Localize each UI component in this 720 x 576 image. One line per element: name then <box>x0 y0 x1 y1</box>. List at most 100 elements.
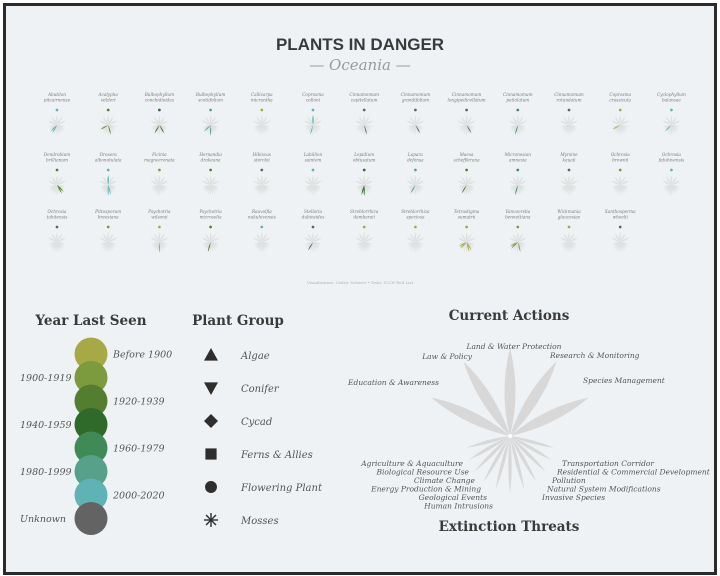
threat-leaf <box>615 242 621 251</box>
action-leaf <box>150 237 160 242</box>
circle-icon <box>670 108 673 112</box>
threat-leaf <box>105 185 109 196</box>
action-leaf <box>671 180 681 185</box>
group-label: Mosses <box>240 516 279 527</box>
action-leaf <box>261 115 263 125</box>
threat-leaf <box>49 242 57 247</box>
threat-leaf <box>313 185 321 190</box>
action-leaf <box>48 120 57 125</box>
threat-leaf <box>620 185 627 192</box>
threat-leaf <box>620 241 629 245</box>
threat-leaf <box>361 125 365 136</box>
threat-leaf <box>508 436 512 494</box>
species-name: brownii <box>612 158 629 163</box>
action-leaf <box>108 180 118 185</box>
action-leaf <box>108 237 118 242</box>
action-label: Land & Water Protection <box>465 342 561 351</box>
action-leaf <box>560 180 569 185</box>
threat-leaf <box>671 185 677 194</box>
threat-leaf <box>261 242 267 251</box>
species-name: Hibiscus <box>252 152 271 157</box>
species-name: Psychotria <box>147 209 171 214</box>
threat-leaf <box>253 184 262 188</box>
action-leaf <box>364 176 370 185</box>
threat-leaf <box>99 184 109 188</box>
species-name: Ochrosia <box>611 152 630 157</box>
species-name: microsolia <box>200 215 223 220</box>
circle-icon <box>618 108 622 112</box>
threat-leaf <box>463 125 467 136</box>
species-name: wilderi <box>101 98 116 103</box>
threat-leaf <box>512 125 518 134</box>
species-name: Streblorrhiza <box>350 209 379 214</box>
action-leaf <box>517 180 527 185</box>
action-leaf <box>363 232 365 242</box>
circle-icon <box>209 225 212 229</box>
action-leaf <box>304 120 313 125</box>
threat-leaf <box>617 125 621 136</box>
threat-label: Pollution <box>551 476 586 485</box>
threat-leaf <box>154 125 160 134</box>
threat-leaf <box>611 184 621 188</box>
action-leaf <box>517 237 527 242</box>
threat-leaf <box>407 184 416 188</box>
species-name: Tetrastigma <box>454 209 480 214</box>
threat-leaf <box>259 125 262 136</box>
threat-leaf <box>510 436 554 448</box>
threat-leaf <box>515 125 518 136</box>
threat-leaf <box>566 185 569 196</box>
threat-leaf <box>569 125 577 130</box>
threat-leaf <box>210 242 218 249</box>
group-label: Ferns & Allies <box>240 450 313 461</box>
action-leaf <box>466 237 476 242</box>
threat-leaf <box>509 124 518 128</box>
legend-year-title: Year Last Seen <box>34 313 146 329</box>
action-leaf <box>313 120 322 125</box>
year-swatch <box>74 502 108 535</box>
species-name: Ochrosia <box>662 152 681 157</box>
threat-leaf <box>261 185 269 192</box>
threat-leaf <box>410 185 416 194</box>
legend-plant-group: Plant Group Algae Conifer Cycad Ferns & All… <box>192 313 323 527</box>
threat-leaf <box>407 241 416 245</box>
threat-leaf <box>415 125 423 132</box>
threat-leaf <box>152 242 160 249</box>
action-leaf <box>312 232 314 242</box>
threat-leaf <box>313 185 320 192</box>
action-leaf <box>355 120 365 125</box>
threat-leaf <box>569 242 572 253</box>
threat-leaf <box>151 242 160 247</box>
species-name: tahitensis <box>47 215 68 220</box>
circle-icon <box>516 168 520 172</box>
action-leaf <box>358 233 365 242</box>
threat-leaf <box>466 124 475 128</box>
action-leaf <box>666 176 672 185</box>
threat-leaf <box>105 242 109 253</box>
action-leaf <box>457 237 467 242</box>
action-leaf <box>252 180 262 185</box>
action-leaf <box>620 120 630 125</box>
action-leaf <box>461 176 467 185</box>
action-leaf <box>355 237 365 242</box>
threat-leaf <box>151 125 160 130</box>
species-name: Bulbophyllum <box>144 92 174 97</box>
action-leaf <box>569 120 578 125</box>
threat-leaf <box>48 241 57 245</box>
threat-leaf <box>205 242 211 251</box>
threat-leaf <box>101 125 109 132</box>
action-leaf <box>201 237 211 242</box>
threat-label: Energy Production & Mining <box>370 485 481 494</box>
threat-leaf <box>466 242 475 247</box>
threat-leaf <box>664 185 672 192</box>
action-leaf <box>504 348 516 436</box>
threat-leaf <box>151 124 160 128</box>
threat-leaf <box>415 185 423 192</box>
action-leaf <box>51 233 57 242</box>
threat-leaf <box>412 185 416 196</box>
threat-leaf <box>510 436 546 472</box>
species-name: Vanvoorstia <box>505 209 530 214</box>
